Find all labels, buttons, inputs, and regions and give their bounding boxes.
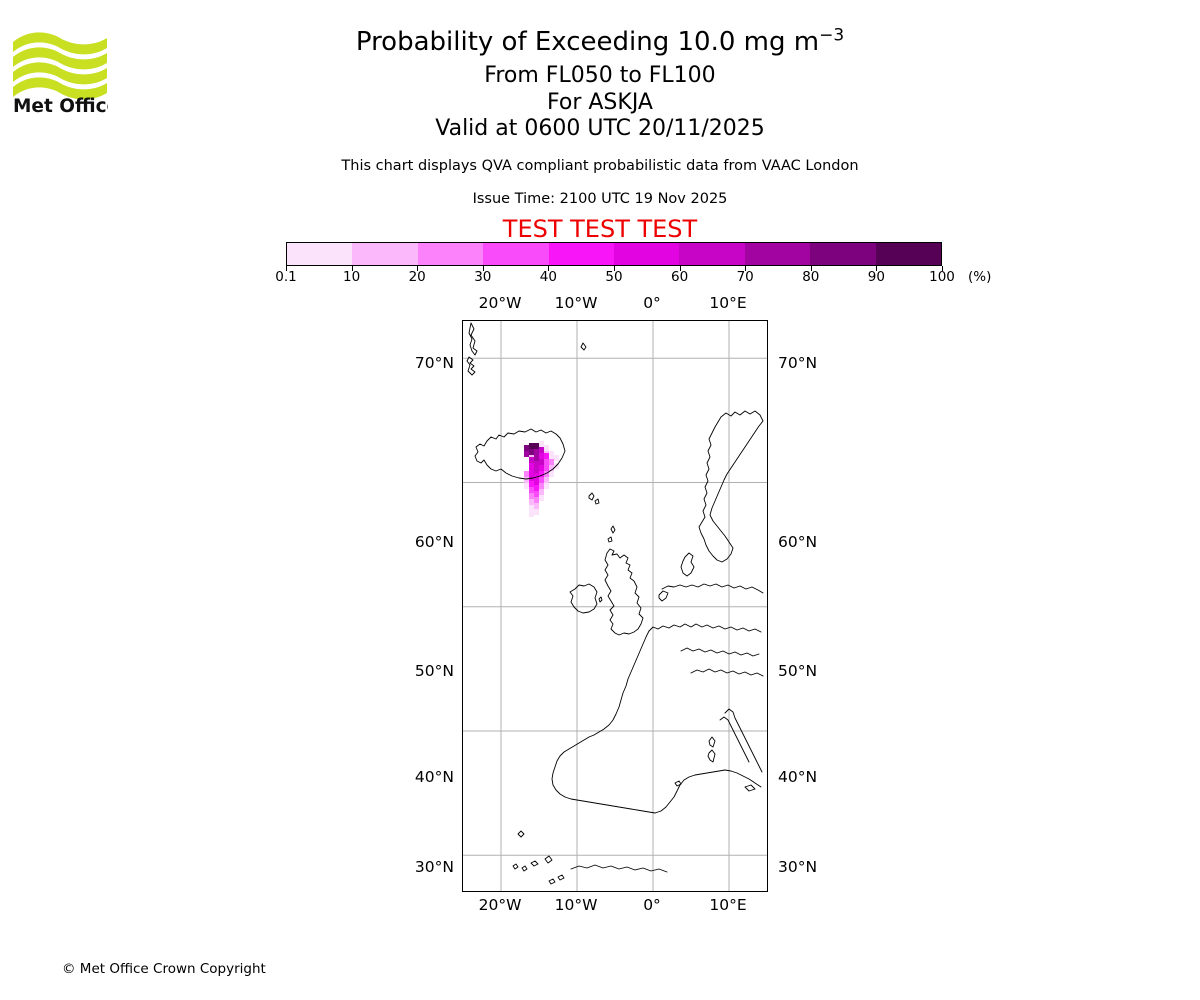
lat-label-right-60n: 60°N — [778, 533, 818, 551]
flight-level-range: From FL050 to FL100 — [484, 63, 716, 88]
lat-label-left-30n: 30°N — [414, 858, 454, 876]
lat-label-left-50n: 50°N — [414, 662, 454, 680]
colorbar-tick-label-8: 80 — [802, 269, 820, 285]
copyright-notice: © Met Office Crown Copyright — [62, 961, 266, 977]
issue-time: Issue Time: 2100 UTC 19 Nov 2025 — [472, 191, 728, 207]
colorbar-tick-9 — [876, 266, 878, 271]
lon-label-bottom-2: 0° — [643, 896, 661, 914]
colorbar-tick-1 — [351, 266, 353, 271]
map-gridlines — [463, 321, 767, 891]
colorbar-tick-5 — [614, 266, 615, 271]
colorbar-tick-7 — [745, 266, 747, 271]
colorbar-segment-0 — [287, 243, 353, 265]
qva-note: This chart displays QVA compliant probab… — [341, 158, 859, 174]
colorbar-gradient — [286, 242, 942, 266]
colorbar-tick-label-3: 30 — [474, 269, 492, 285]
title-text: Probability of Exceeding 10.0 mg m — [355, 27, 820, 57]
page-title: Probability of Exceeding 10.0 mg m−3 — [0, 26, 1200, 58]
lon-label-top-1: 10°W — [554, 294, 598, 312]
map-plot-area[interactable] — [462, 320, 768, 892]
lat-label-right-40n: 40°N — [778, 768, 818, 786]
colorbar-segment-4 — [548, 243, 615, 265]
met-office-wordmark: Met Office — [13, 96, 108, 114]
colorbar-tick-label-1: 10 — [343, 269, 361, 285]
colorbar-segment-8 — [810, 243, 876, 265]
lon-label-bottom-0: 20°W — [478, 896, 522, 914]
colorbar-tick-8 — [810, 266, 812, 271]
colorbar-segment-7 — [744, 243, 811, 265]
valid-time-line: Valid at 0600 UTC 20/11/2025 — [435, 116, 765, 141]
lat-label-left-40n: 40°N — [414, 768, 454, 786]
lat-label-right-50n: 50°N — [778, 662, 818, 680]
volcano-name-line: For ASKJA — [547, 90, 653, 115]
colorbar-tick-0 — [286, 266, 287, 271]
colorbar-tick-label-5: 50 — [605, 269, 623, 285]
lat-label-left-60n: 60°N — [414, 533, 454, 551]
title-exponent: −3 — [819, 25, 845, 46]
colorbar-tick-label-2: 20 — [408, 269, 426, 285]
colorbar-tick-label-7: 70 — [736, 269, 754, 285]
colorbar-segment-6 — [679, 243, 745, 265]
colorbar-tick-label-9: 90 — [867, 269, 885, 285]
colorbar-tick-label-4: 40 — [539, 269, 557, 285]
colorbar-tick-3 — [482, 266, 484, 271]
colorbar-tick-label-10: 100 — [929, 269, 955, 285]
map-coastlines — [466, 322, 764, 885]
lat-label-left-70n: 70°N — [414, 354, 454, 372]
colorbar-tick-2 — [417, 266, 419, 271]
colorbar-tick-label-0: 0.1 — [275, 269, 297, 285]
lon-label-bottom-1: 10°W — [554, 896, 598, 914]
colorbar-tick-10 — [942, 266, 943, 271]
test-banner: TEST TEST TEST — [502, 215, 698, 243]
colorbar-tick-4 — [548, 266, 550, 271]
lon-label-bottom-3: 10°E — [709, 896, 747, 914]
colorbar-tick-label-6: 60 — [671, 269, 689, 285]
colorbar-segment-3 — [483, 243, 549, 265]
lon-label-top-3: 10°E — [709, 294, 747, 312]
lon-label-top-2: 0° — [643, 294, 661, 312]
lat-label-right-30n: 30°N — [778, 858, 818, 876]
probability-colorbar — [286, 242, 943, 271]
met-office-logo: Met Office — [12, 26, 108, 114]
colorbar-segment-1 — [352, 243, 418, 265]
colorbar-segment-2 — [417, 243, 484, 265]
ash-probability-plume — [524, 441, 559, 517]
lat-label-right-70n: 70°N — [778, 354, 818, 372]
colorbar-segment-5 — [614, 243, 680, 265]
lon-label-top-0: 20°W — [478, 294, 522, 312]
colorbar-tick-6 — [679, 266, 681, 271]
colorbar-segment-9 — [875, 243, 942, 265]
colorbar-unit-label: (%) — [968, 269, 992, 285]
